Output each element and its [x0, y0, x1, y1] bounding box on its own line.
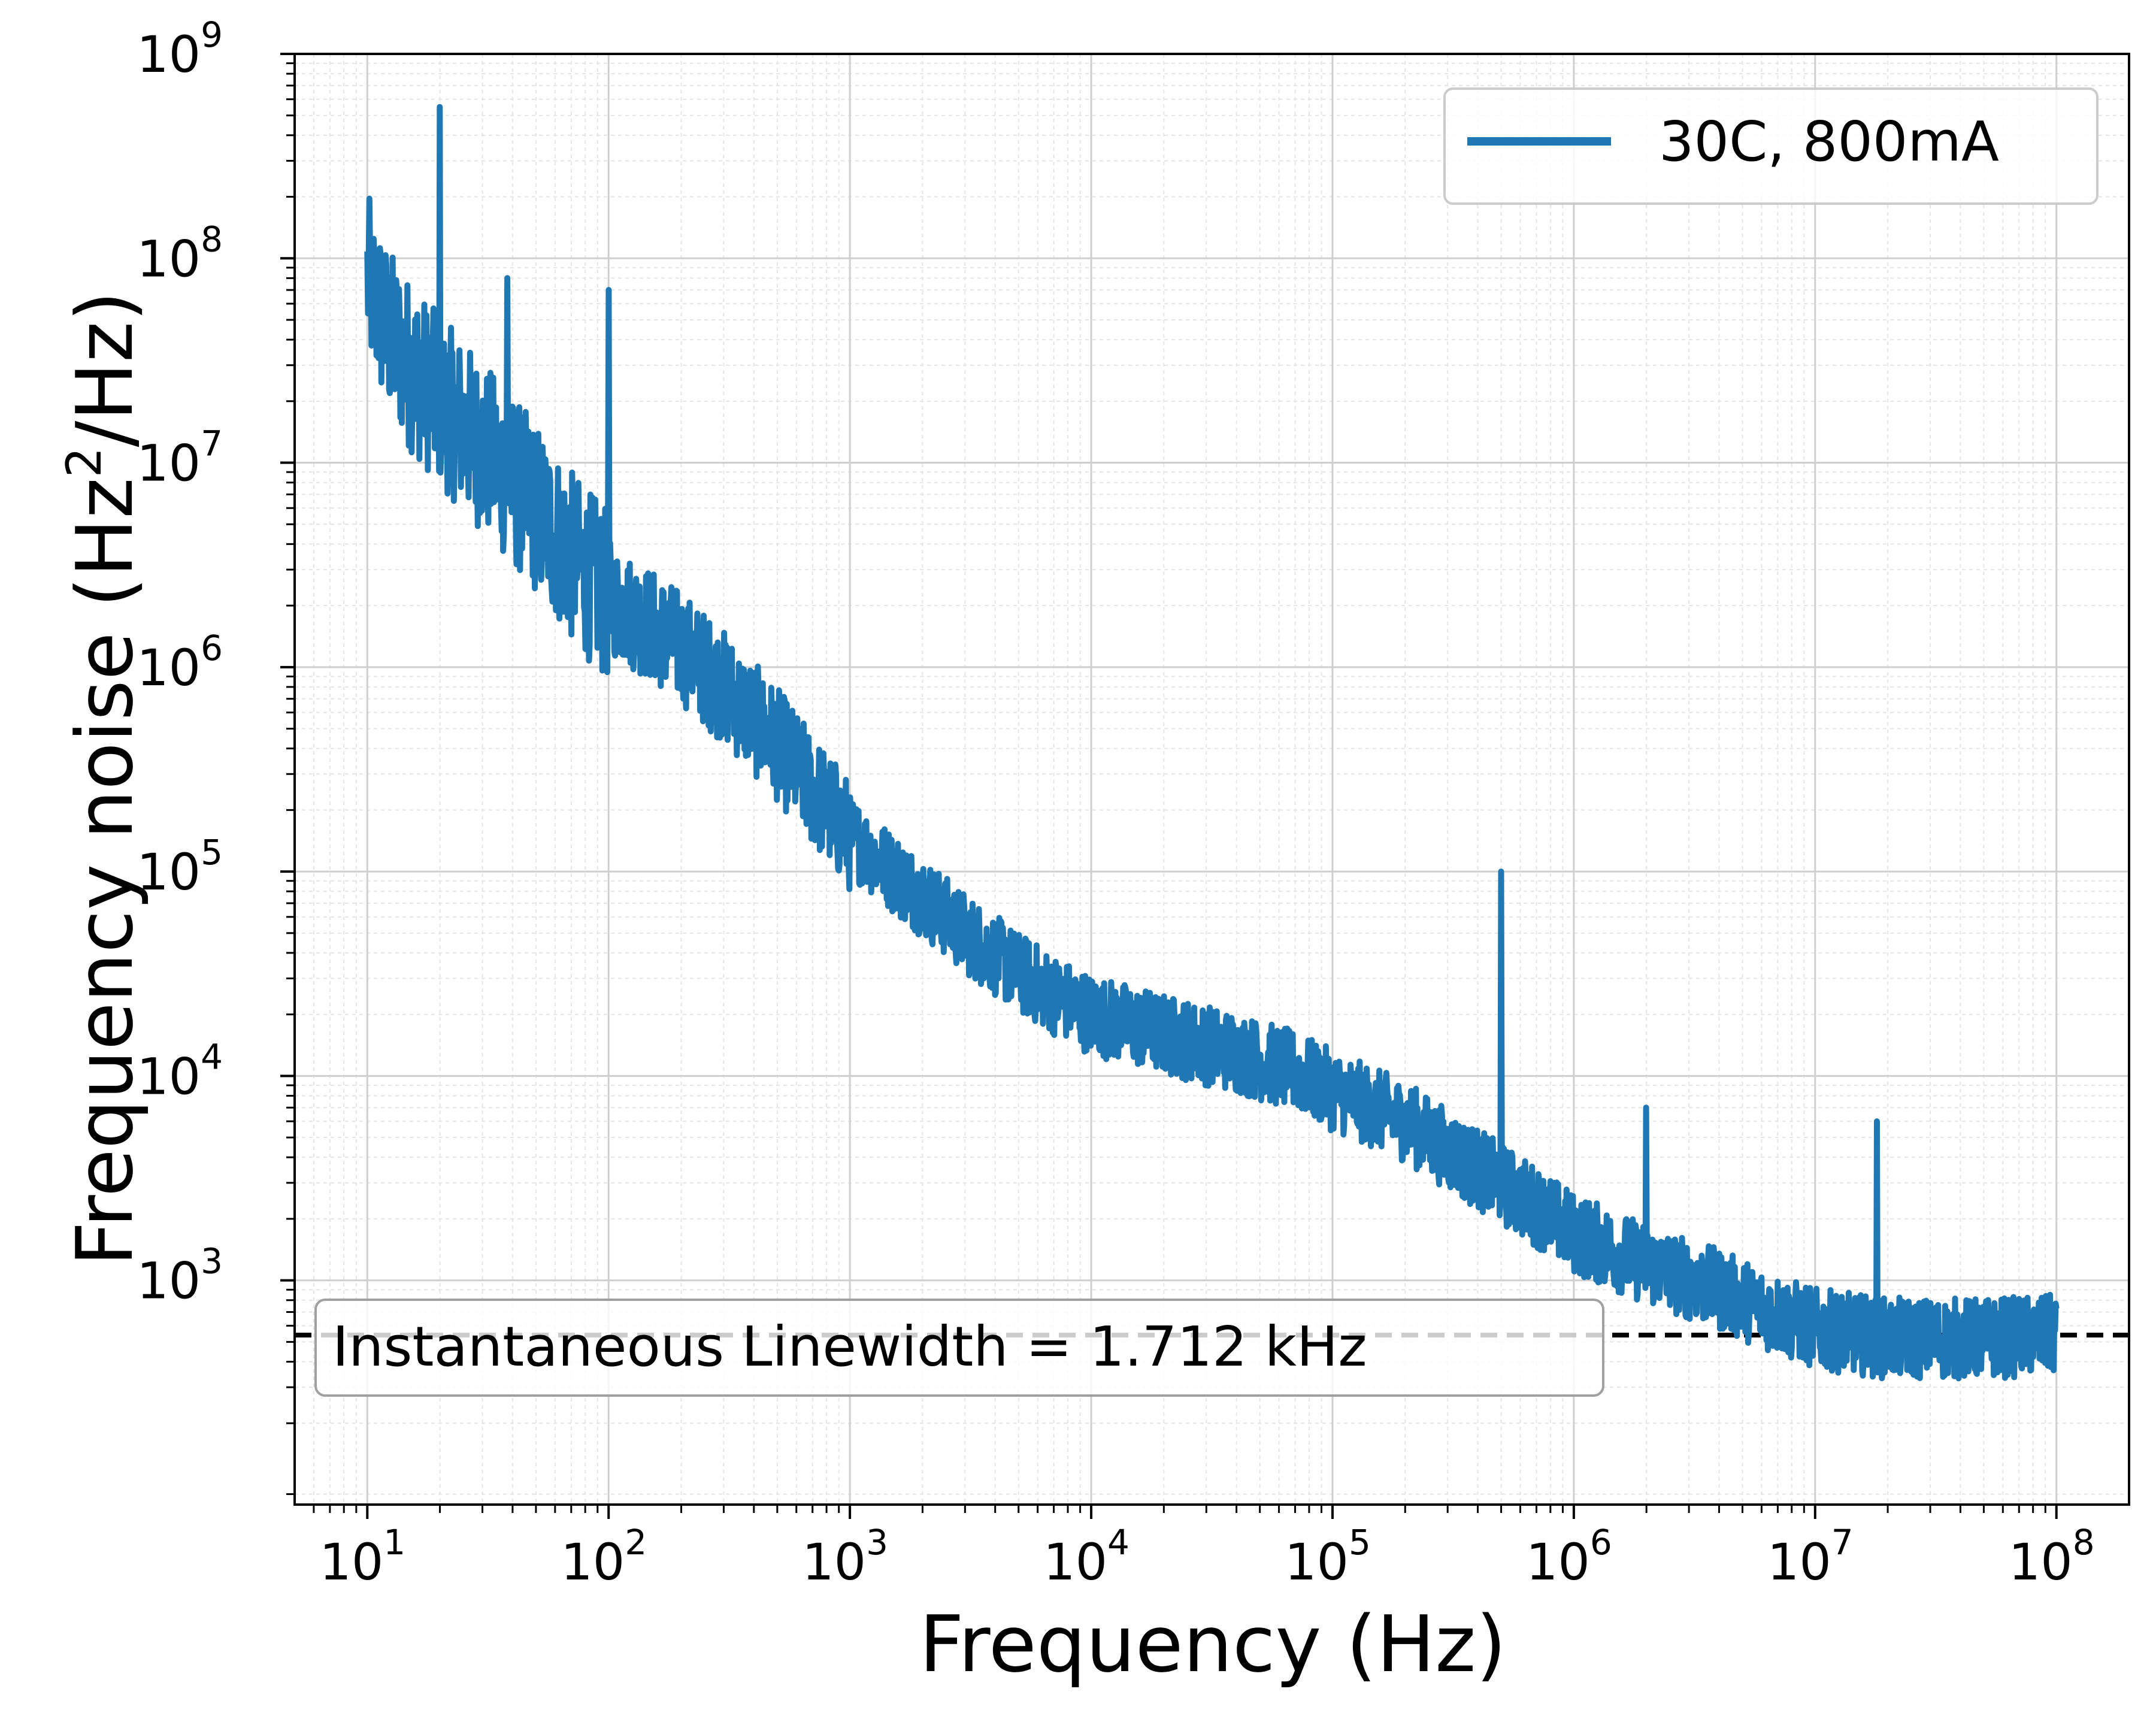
x-tick-base: 10 — [561, 1533, 625, 1591]
x-tick-label: 104 — [1043, 1522, 1130, 1591]
legend: 30C, 800mA — [1443, 87, 2099, 205]
y-tick-label: 104 — [137, 1036, 223, 1106]
x-tick-label: 108 — [2009, 1522, 2095, 1591]
x-tick-base: 10 — [802, 1533, 866, 1591]
x-tick-exponent: 2 — [625, 1522, 647, 1563]
y-axis-label: Frequency noise (Hz2/Hz) — [56, 291, 150, 1266]
linewidth-annotation: Instantaneous Linewidth = 1.712 kHz — [314, 1299, 1604, 1397]
x-tick-label: 105 — [1285, 1522, 1371, 1591]
y-tick-label: 108 — [137, 219, 223, 288]
annotation-text: Instantaneous Linewidth = 1.712 kHz — [332, 1315, 1367, 1379]
x-tick-exponent: 5 — [1349, 1522, 1371, 1563]
annotation-box — [314, 1299, 1604, 1397]
x-tick-exponent: 3 — [866, 1522, 888, 1563]
y-tick-base: 10 — [137, 434, 201, 493]
x-tick-label: 103 — [802, 1522, 888, 1591]
y-tick-exponent: 4 — [201, 1036, 223, 1077]
x-tick-base: 10 — [1767, 1533, 1831, 1591]
y-tick-exponent: 7 — [201, 423, 223, 464]
y-axis-label-tail: /Hz) — [59, 291, 150, 447]
x-tick-exponent: 4 — [1107, 1522, 1130, 1563]
y-tick-exponent: 6 — [201, 628, 223, 668]
series-line — [364, 104, 2060, 1382]
y-tick-base: 10 — [137, 229, 201, 288]
x-tick-label: 101 — [319, 1522, 405, 1591]
x-tick-label: 107 — [1767, 1522, 1854, 1591]
y-tick-exponent: 8 — [201, 219, 223, 259]
x-tick-base: 10 — [1043, 1533, 1107, 1591]
x-tick-base: 10 — [319, 1533, 383, 1591]
x-tick-base: 10 — [1285, 1533, 1349, 1591]
x-tick-label: 102 — [561, 1522, 647, 1591]
x-tick-exponent: 7 — [1831, 1522, 1854, 1563]
axis-ticks — [280, 53, 2058, 1519]
major-grid — [295, 53, 2129, 1505]
x-tick-exponent: 1 — [383, 1522, 405, 1563]
y-tick-label: 109 — [137, 14, 223, 84]
minor-grid — [295, 54, 2129, 1505]
legend-label: 30C, 800mA — [1659, 110, 1999, 174]
y-tick-exponent: 9 — [201, 14, 223, 55]
y-tick-base: 10 — [137, 1047, 201, 1106]
y-tick-label: 106 — [137, 628, 223, 697]
y-tick-label: 105 — [137, 832, 223, 901]
y-axis-label-sup: 2 — [56, 447, 112, 477]
y-tick-base: 10 — [137, 1252, 201, 1311]
y-tick-exponent: 3 — [201, 1241, 223, 1282]
legend-box — [1443, 87, 2099, 205]
series-group — [364, 104, 2060, 1382]
y-tick-base: 10 — [137, 25, 201, 84]
y-tick-exponent: 5 — [201, 832, 223, 873]
x-tick-label: 106 — [1526, 1522, 1612, 1591]
x-tick-base: 10 — [1526, 1533, 1590, 1591]
x-tick-base: 10 — [2009, 1533, 2073, 1591]
y-tick-label: 107 — [137, 423, 223, 493]
plot-frame — [293, 53, 2130, 1506]
x-axis-label: Frequency (Hz) — [919, 1599, 1506, 1690]
x-tick-exponent: 8 — [2073, 1522, 2095, 1563]
y-tick-label: 103 — [137, 1241, 223, 1311]
y-tick-base: 10 — [137, 843, 201, 901]
y-axis-label-main: Frequency noise (Hz — [59, 477, 150, 1266]
tick-labels: 101 102 103 104 105 106 107 1081031041051061071… — [137, 14, 2094, 1591]
x-tick-exponent: 6 — [1590, 1522, 1612, 1563]
y-tick-base: 10 — [137, 638, 201, 697]
